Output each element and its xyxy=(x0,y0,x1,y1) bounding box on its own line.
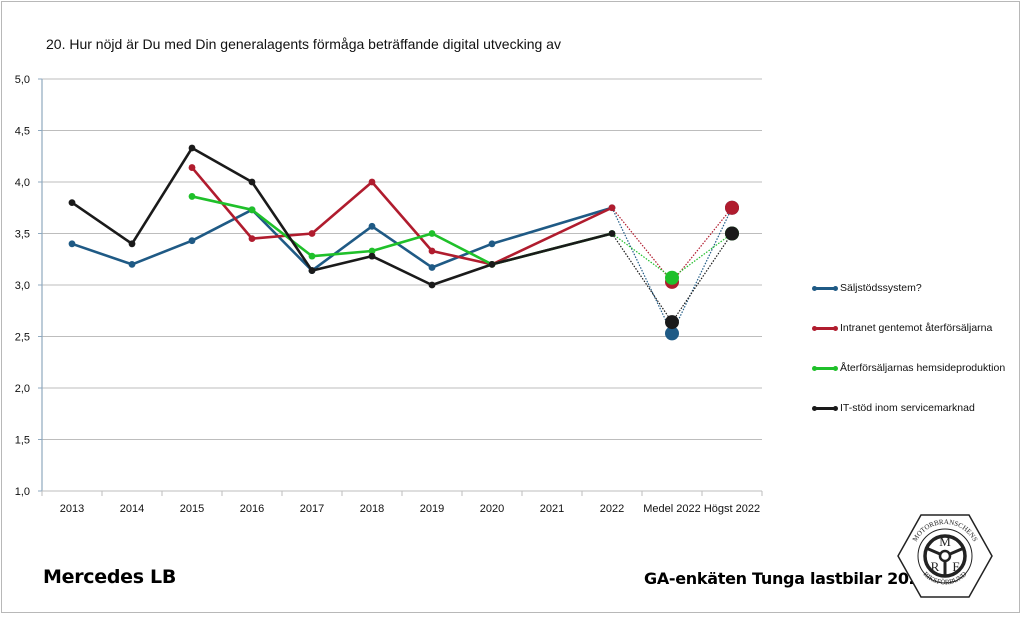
data-point xyxy=(188,237,196,245)
series-line-0 xyxy=(71,206,613,272)
data-point xyxy=(428,264,436,271)
x-tick-label: 2021 xyxy=(540,503,564,515)
y-tick-label: 1,5 xyxy=(15,435,30,447)
data-point xyxy=(368,178,376,186)
series-points xyxy=(68,144,739,341)
gridlines xyxy=(42,78,762,440)
legend-item: IT-stöd inom servicemarknad xyxy=(812,400,1022,416)
series-line-3 xyxy=(71,146,613,287)
series-dotted-line-3 xyxy=(611,233,733,324)
series-line-2 xyxy=(191,195,613,266)
x-tick-label: 2015 xyxy=(180,503,204,515)
data-point xyxy=(608,230,616,237)
y-tick-label: 4,0 xyxy=(15,177,30,189)
chart-title: 20. Hur nöjd är Du med Din generalagents… xyxy=(46,36,561,52)
data-point xyxy=(308,267,316,274)
legend-swatch xyxy=(812,403,838,413)
hogst-2022-point xyxy=(725,226,739,241)
data-point xyxy=(308,230,316,237)
x-tick-label: 2019 xyxy=(420,503,444,515)
y-tick-label: 2,5 xyxy=(15,332,30,344)
series-dotted-line-2 xyxy=(611,233,733,279)
data-point xyxy=(248,206,256,214)
x-tick-label: 2014 xyxy=(120,503,144,515)
steering-wheel-hub-icon xyxy=(938,549,952,563)
x-tick-label: Högst 2022 xyxy=(704,503,760,515)
y-tick-label: 3,5 xyxy=(15,229,30,241)
data-point xyxy=(428,247,436,255)
x-tick-labels: 2013 2014 2015 2016 2017 2018 2019 2020 2021 2022… xyxy=(60,503,760,515)
x-tick-label: 2018 xyxy=(360,503,384,515)
logo-inner-ring xyxy=(917,528,973,584)
logo-letter-f: F xyxy=(952,559,959,574)
legend-swatch xyxy=(812,363,838,373)
x-tick-label: Medel 2022 xyxy=(643,503,701,515)
data-point xyxy=(428,281,436,289)
y-tick-label: 1,0 xyxy=(15,486,30,498)
legend-label: IT-stöd inom servicemarknad xyxy=(840,402,975,414)
data-point xyxy=(608,204,616,212)
data-point xyxy=(188,144,196,152)
y-tick-label: 2,0 xyxy=(15,383,30,395)
data-point xyxy=(68,199,76,207)
x-tick-label: 2017 xyxy=(300,503,324,515)
legend-item: Intranet gentemot återförsäljarna xyxy=(812,320,1022,336)
legend-swatch xyxy=(812,283,838,293)
brand-name: Mercedes LB xyxy=(43,566,177,588)
logo-letter-m: M xyxy=(939,534,951,549)
y-tick-labels: 1,0 1,5 2,0 2,5 3,0 3,5 4,0 4,5 5,0 xyxy=(15,74,30,498)
x-tick-label: 2016 xyxy=(240,503,264,515)
legend-swatch xyxy=(812,323,838,333)
medel-2022-point xyxy=(665,315,679,330)
axes xyxy=(38,78,763,496)
data-point xyxy=(128,261,136,268)
survey-title: GA-enkäten Tunga lastbilar 2022 xyxy=(644,569,931,588)
y-tick-label: 4,5 xyxy=(15,126,30,138)
legend-item: Återförsäljarnas hemsideproduktion xyxy=(812,360,1022,376)
data-point xyxy=(248,178,256,186)
series-lines xyxy=(71,146,733,335)
hogst-2022-point xyxy=(725,200,739,215)
mrf-logo: MOTORBRANSCHENS RIKSFÖRBUND M R F xyxy=(897,514,993,598)
data-point xyxy=(488,240,496,248)
y-tick-label: 5,0 xyxy=(15,74,30,86)
data-point xyxy=(188,193,196,200)
y-tick-label: 3,0 xyxy=(15,280,30,292)
data-point xyxy=(188,164,196,171)
x-tick-label: 2022 xyxy=(600,503,624,515)
legend-item: Säljstödssystem? xyxy=(812,280,1022,296)
legend-label: Intranet gentemot återförsäljarna xyxy=(840,322,993,334)
data-point xyxy=(368,247,376,255)
data-point xyxy=(488,261,496,268)
data-point xyxy=(128,240,136,248)
medel-2022-point xyxy=(665,270,679,285)
medel-2022-point xyxy=(665,326,679,341)
data-point xyxy=(368,222,376,230)
data-point xyxy=(368,252,376,260)
legend-label: Säljstödssystem? xyxy=(840,282,922,294)
legend-label: Återförsäljarnas hemsideproduktion xyxy=(840,362,1006,374)
data-point xyxy=(248,235,256,243)
data-point xyxy=(428,230,436,237)
series-dotted-line-0 xyxy=(611,207,733,335)
logo-letter-r: R xyxy=(931,559,940,574)
x-tick-label: 2020 xyxy=(480,503,504,515)
x-tick-label: 2013 xyxy=(60,503,84,515)
data-point xyxy=(68,240,76,248)
data-point xyxy=(308,252,316,260)
